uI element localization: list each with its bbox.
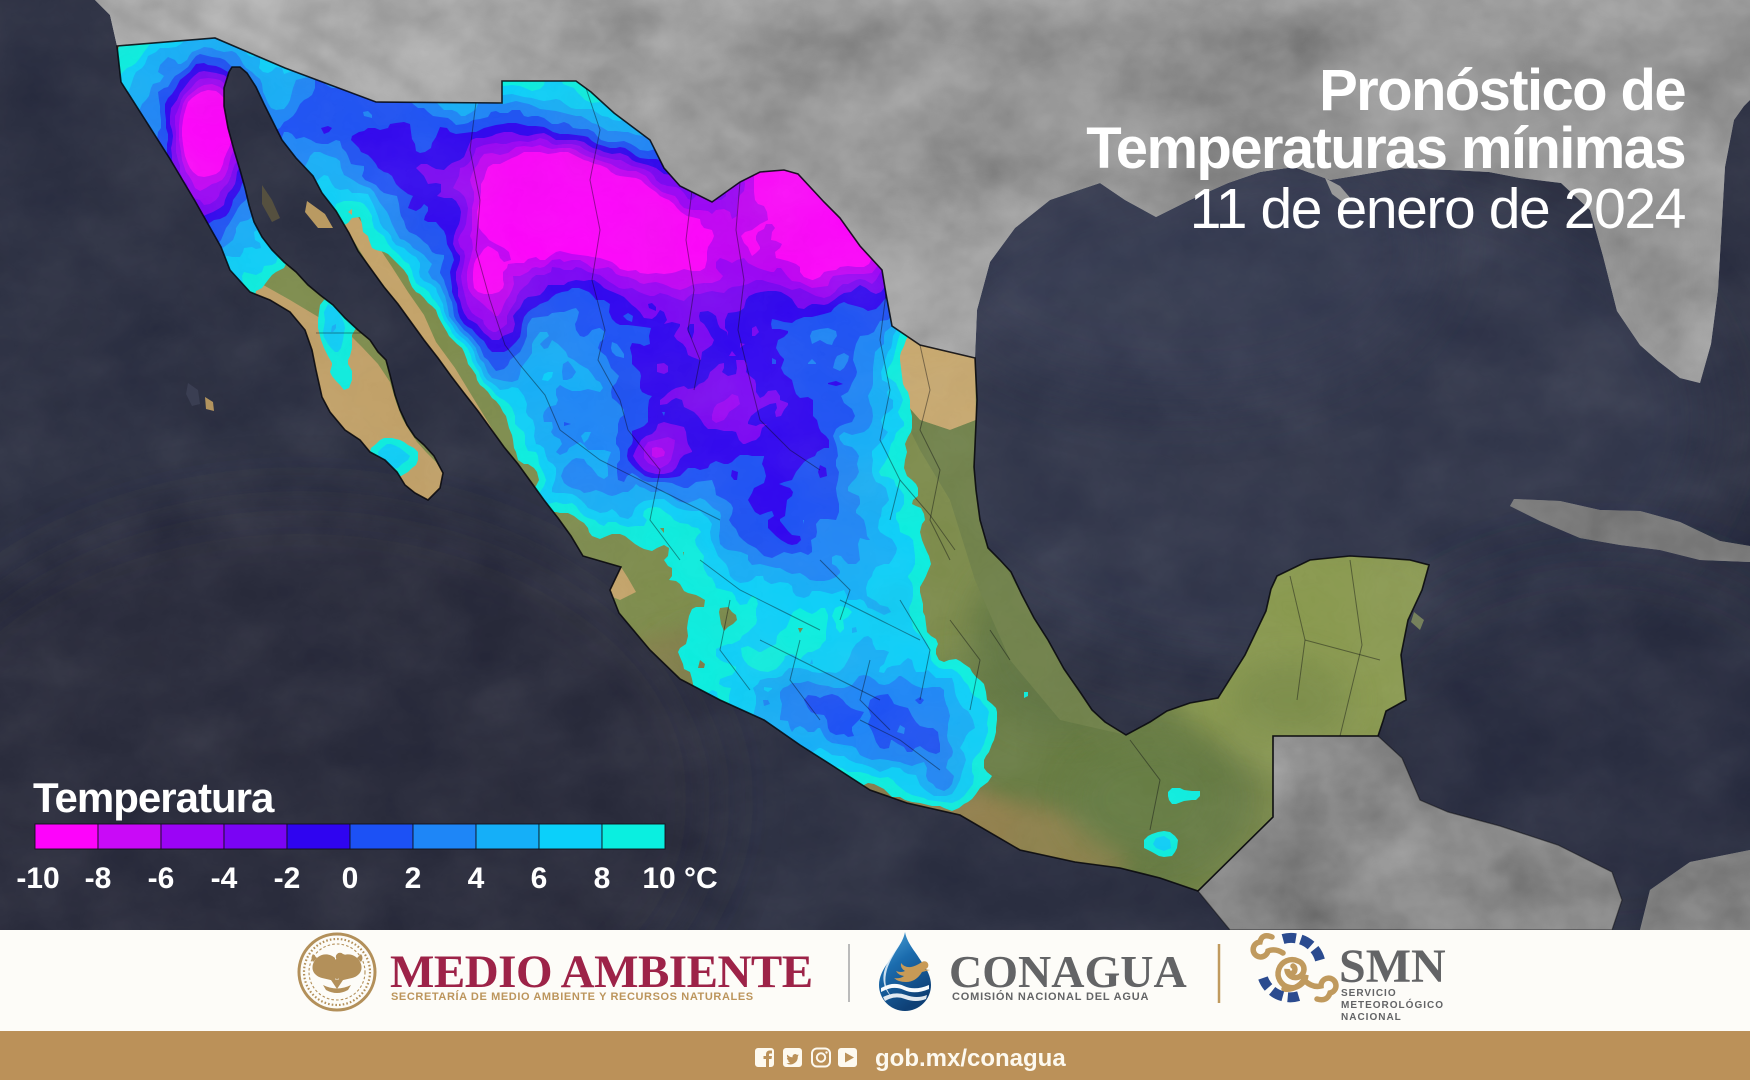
svg-text:11 de enero de 2024: 11 de enero de 2024: [1190, 177, 1686, 241]
svg-text:SMN: SMN: [1339, 940, 1446, 993]
svg-text:SERVICIO: SERVICIO: [1341, 988, 1397, 999]
svg-text:2: 2: [405, 862, 422, 895]
svg-text:8: 8: [594, 862, 611, 895]
svg-text:10 °C: 10 °C: [642, 862, 717, 895]
svg-text:-10: -10: [16, 862, 59, 895]
svg-text:CONAGUA: CONAGUA: [949, 946, 1187, 997]
svg-text:METEOROLÓGICO: METEOROLÓGICO: [1341, 998, 1444, 1011]
svg-text:Temperatura: Temperatura: [33, 774, 275, 821]
svg-text:6: 6: [531, 862, 548, 895]
svg-text:SECRETARÍA DE MEDIO AMBIENTE Y: SECRETARÍA DE MEDIO AMBIENTE Y RECURSOS …: [391, 990, 754, 1003]
svg-text:-4: -4: [211, 862, 238, 895]
svg-text:-6: -6: [148, 862, 175, 895]
svg-text:-8: -8: [85, 862, 112, 895]
svg-text:Temperaturas mínimas: Temperaturas mínimas: [1086, 116, 1685, 181]
svg-text:0: 0: [342, 862, 359, 895]
svg-text:NACIONAL: NACIONAL: [1341, 1012, 1402, 1023]
svg-text:-2: -2: [274, 862, 301, 895]
svg-text:Pronóstico de: Pronóstico de: [1319, 58, 1685, 123]
svg-text:COMISIÓN NACIONAL DEL AGUA: COMISIÓN NACIONAL DEL AGUA: [952, 990, 1149, 1003]
svg-text:gob.mx/conagua: gob.mx/conagua: [875, 1045, 1066, 1072]
svg-text:MEDIO AMBIENTE: MEDIO AMBIENTE: [390, 946, 813, 998]
svg-text:4: 4: [468, 862, 485, 895]
